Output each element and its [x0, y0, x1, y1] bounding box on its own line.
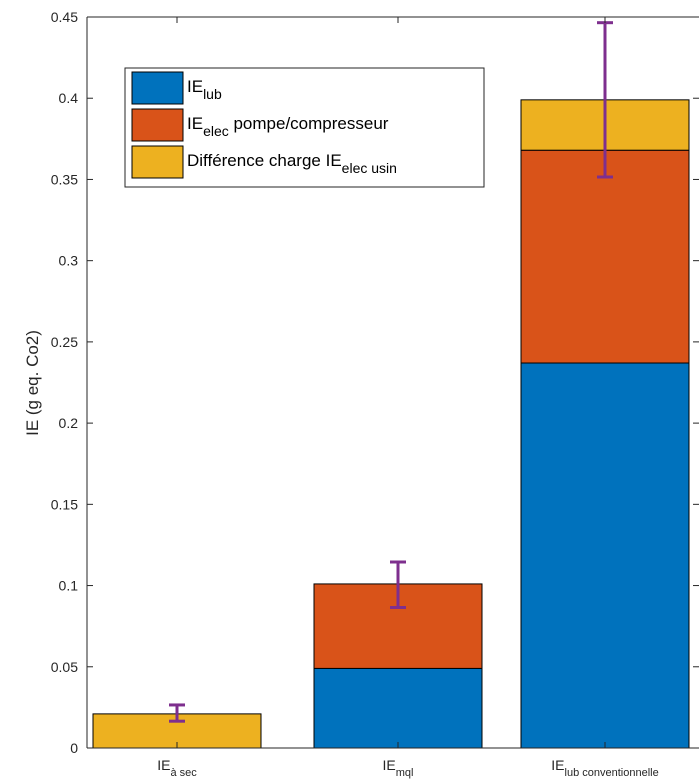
bar-segment-3-series-2	[520, 149, 690, 364]
legend-label-2: IEelec pompe/compresseur	[187, 114, 389, 139]
y-tick-label: 0.05	[51, 659, 78, 675]
y-tick-label: 0.15	[51, 496, 78, 512]
legend-swatch-1	[131, 71, 184, 105]
y-tick-label: 0.4	[59, 90, 79, 106]
x-ticks-group: IEà sec IEmql IElub conventionnelle	[157, 17, 659, 779]
legend-swatch-2	[131, 108, 184, 142]
x-tick-label-1: IEà sec	[157, 757, 197, 779]
y-tick-label: 0	[70, 740, 78, 756]
axes-group	[86, 16, 699, 749]
legend-label-1: IElub	[187, 77, 222, 102]
legend-box	[124, 67, 485, 188]
y-tick-label: 0.25	[51, 334, 78, 350]
bar-segment-2-series-1	[313, 667, 483, 749]
x-tick-label-2: IEmql	[383, 757, 414, 779]
y-tick-label: 0.45	[51, 9, 78, 25]
x-tick-label-3: IElub conventionnelle	[551, 757, 658, 779]
y-tick-label: 0.35	[51, 171, 78, 187]
legend-label-3: Différence charge IEelec usin	[187, 151, 397, 176]
y-tick-label: 0.2	[59, 415, 79, 431]
bars-group	[92, 99, 690, 749]
y-ticks-group: 0 0.05 0.1 0.15 0.2 0.25 0.3 0.35 0.4 0.45	[51, 9, 699, 756]
error-bars-group	[169, 21, 613, 723]
y-tick-label: 0.3	[59, 253, 79, 269]
y-axis-label: IE (g eq. Co2)	[23, 330, 42, 436]
bar-segment-3-series-1	[520, 362, 690, 749]
legend: IElub IEelec pompe/compresseur Différence …	[124, 67, 485, 188]
legend-swatch-3	[131, 145, 184, 179]
y-tick-label: 0.1	[59, 578, 79, 594]
